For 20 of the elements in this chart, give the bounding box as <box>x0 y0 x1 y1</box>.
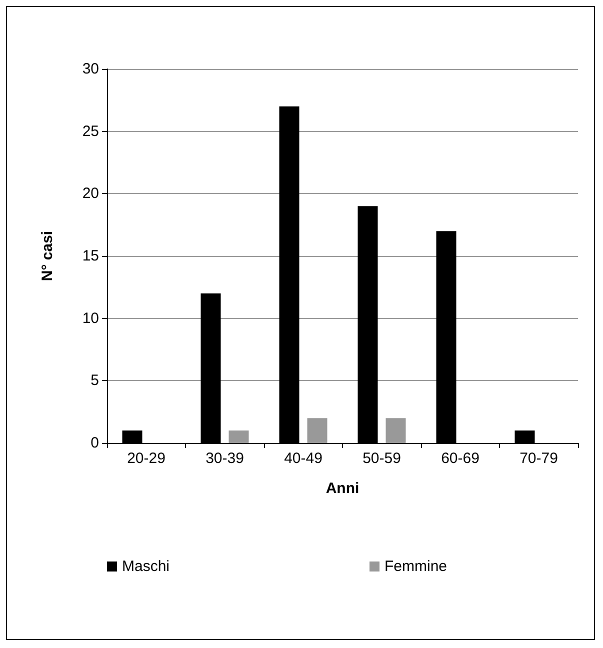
x-tick-label: 70-79 <box>520 450 558 467</box>
y-tick-label: 25 <box>82 122 99 140</box>
x-tick-label: 30-39 <box>206 450 244 467</box>
bar <box>228 430 249 443</box>
x-axis-title: Anni <box>326 480 360 497</box>
y-tick-label: 15 <box>82 248 99 264</box>
y-tick-label: 20 <box>82 185 99 202</box>
y-tick-label: 5 <box>90 372 99 390</box>
legend-label: Maschi <box>122 558 170 575</box>
y-axis-title: N° casi <box>39 230 56 282</box>
bar <box>307 418 328 443</box>
x-tick-label: 40-49 <box>284 450 322 467</box>
legend-label: Femmine <box>384 558 448 575</box>
y-tick-label: 10 <box>82 310 99 327</box>
y-tick-label: 0 <box>90 434 99 452</box>
x-tick-label: 20-29 <box>127 450 166 467</box>
bar <box>386 418 406 443</box>
x-tick-label: 60-69 <box>441 450 480 467</box>
y-tick-label: 30 <box>82 60 99 78</box>
x-tick-label: 50-59 <box>362 450 401 467</box>
